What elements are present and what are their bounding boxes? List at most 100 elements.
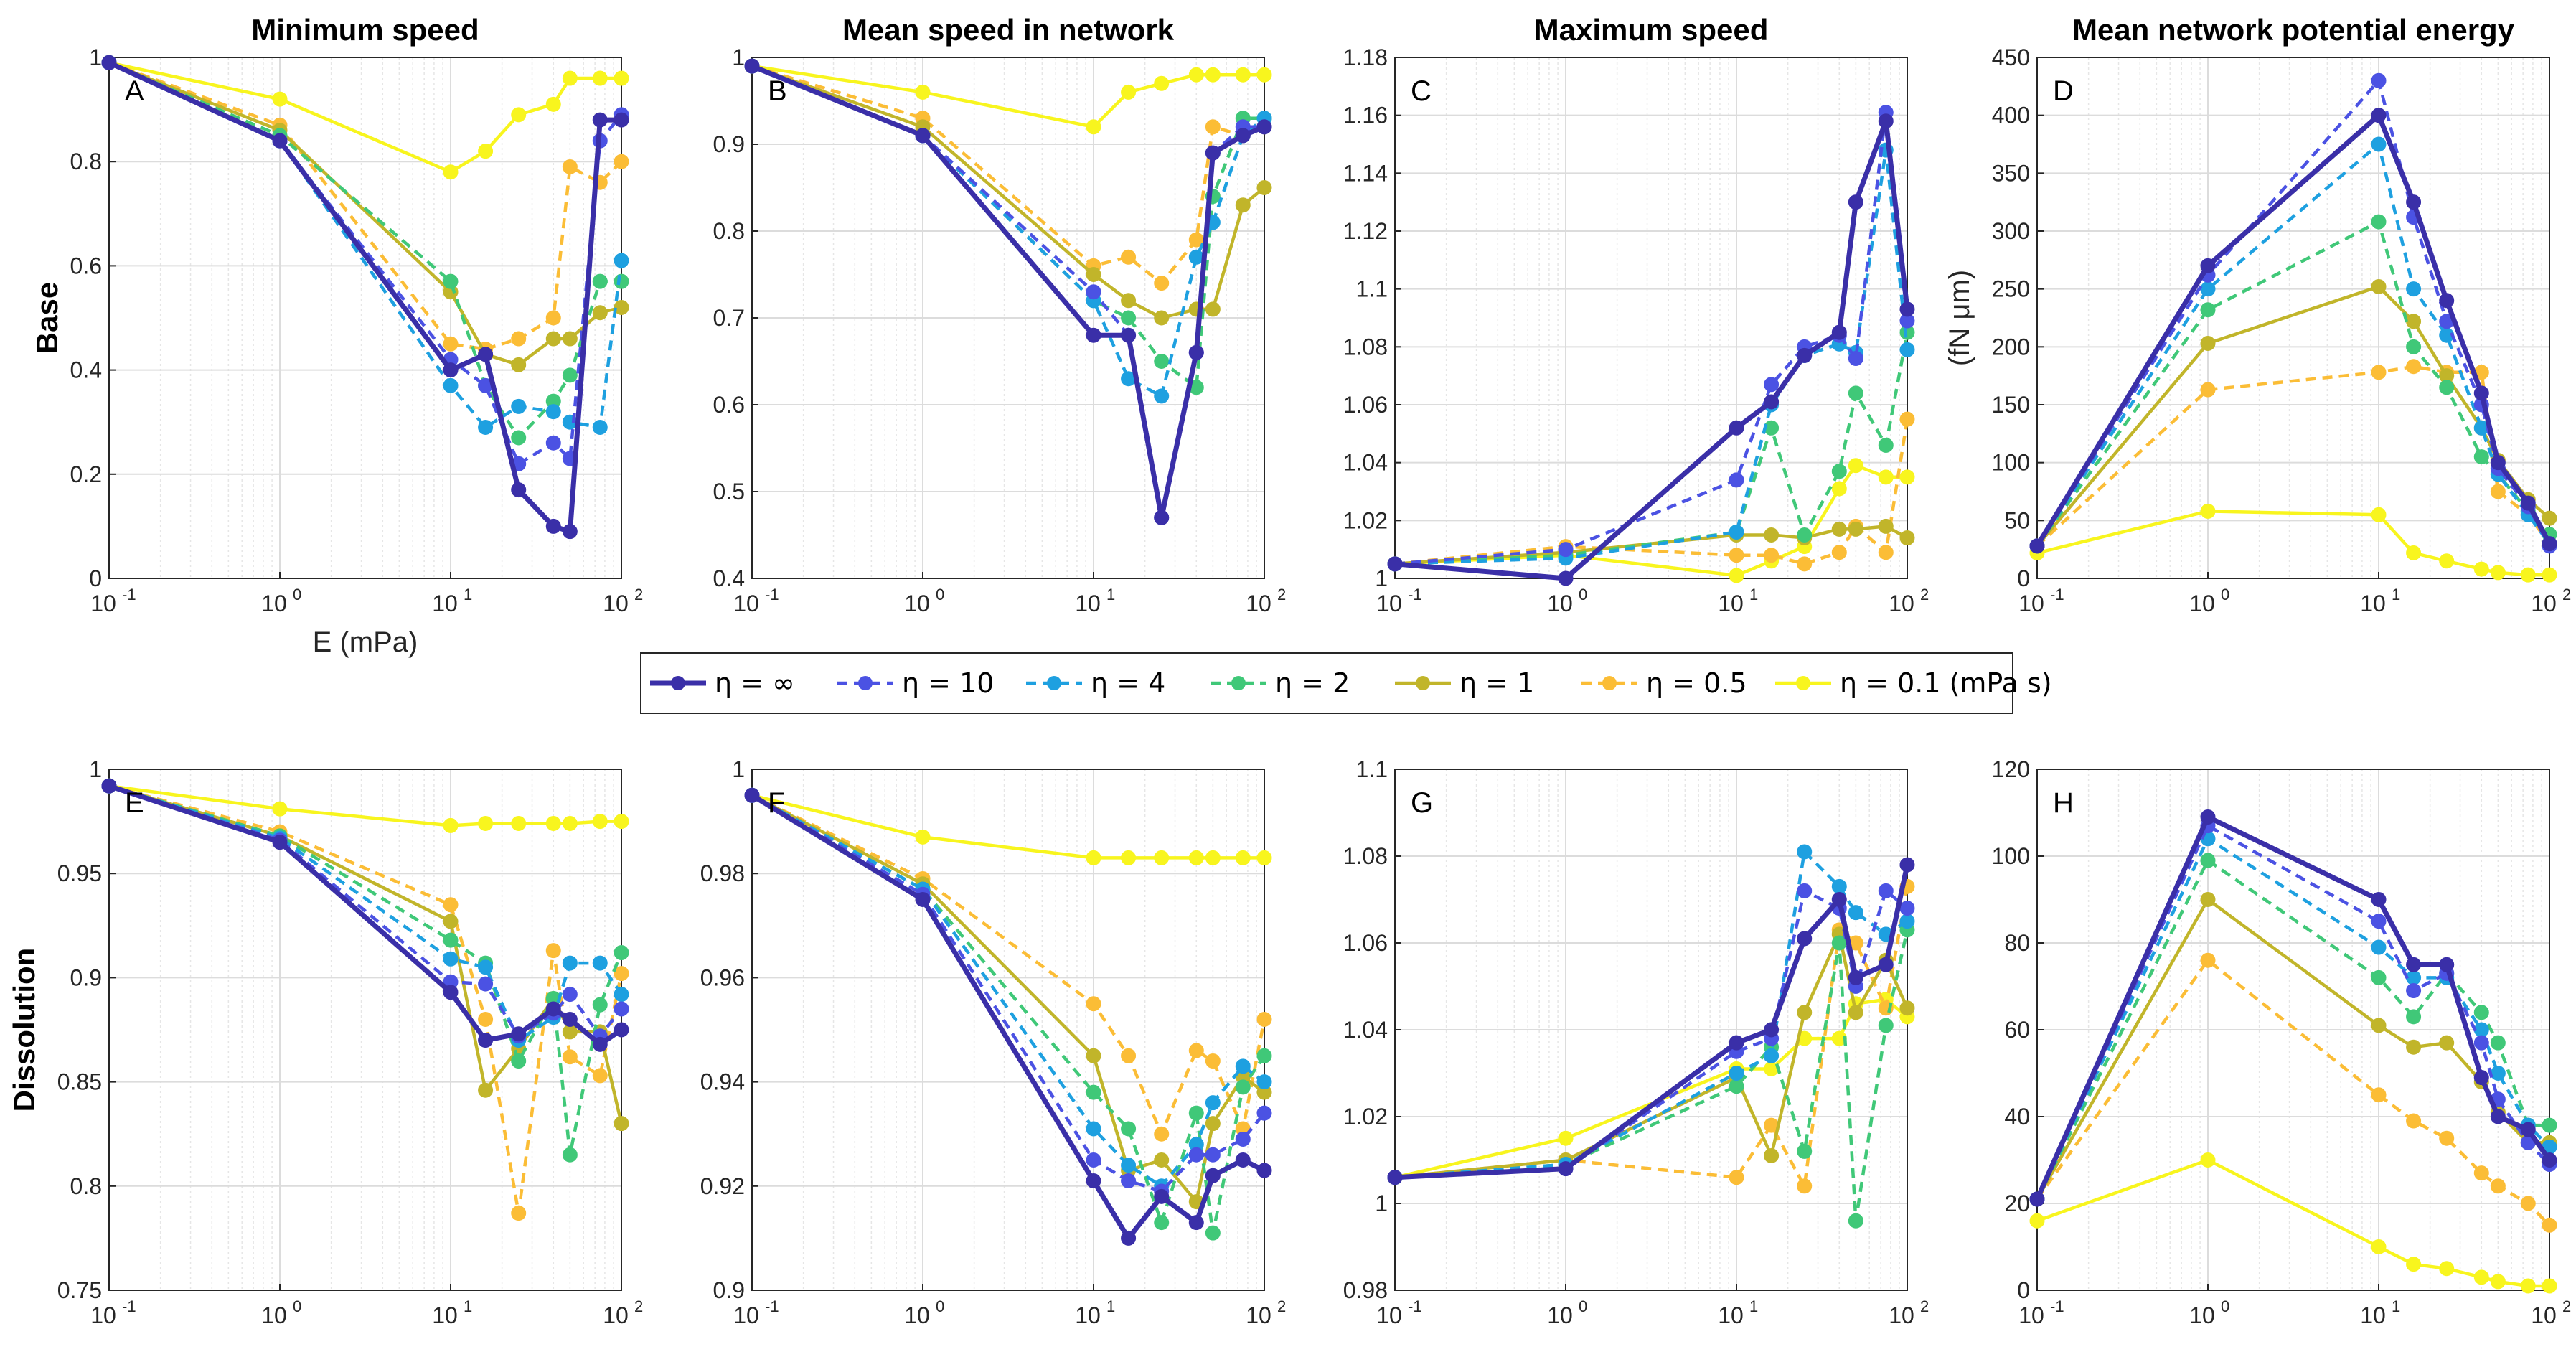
x-tick-label: 10 [1075,591,1101,616]
data-point [478,144,494,159]
data-point [2406,1009,2422,1025]
legend-entry: η = 0.1 (mPa s) [1840,667,2052,699]
data-point [2406,281,2422,297]
data-point [2406,545,2422,561]
data-point [1235,128,1251,144]
data-point [592,814,608,830]
data-point [1764,1048,1780,1063]
y-tick-label: 1.16 [1343,103,1388,128]
x-tick-exponent: 2 [1277,586,1286,604]
data-point [1848,1213,1863,1229]
data-point [1878,469,1894,485]
data-point [545,518,561,534]
data-point [1086,284,1101,300]
data-point [1121,850,1137,865]
data-point [2406,1257,2422,1272]
x-tick-exponent: 1 [464,586,472,604]
data-point [915,84,931,100]
y-tick-label: 0.9 [70,964,102,990]
data-point [1235,1079,1251,1095]
data-point [1899,901,1915,916]
data-point [2439,957,2455,972]
data-point [2371,214,2387,230]
data-point [1154,1126,1170,1142]
data-point [1235,850,1251,865]
y-tick-label: 0.6 [70,253,102,278]
data-point [562,955,578,971]
x-tick-exponent: 0 [293,1297,301,1315]
data-point [2542,567,2557,583]
panel-letter: C [1411,75,1432,107]
data-point [1831,545,1847,560]
y-tick-label: 350 [1992,160,2030,186]
x-tick-label: 10 [90,591,116,616]
data-point [1387,556,1403,572]
y-tick-label: 1.04 [1343,450,1388,476]
y-tick-label: 1.02 [1343,1104,1388,1130]
data-point [915,829,931,845]
x-tick-exponent: 1 [1106,586,1115,604]
data-point [592,1036,608,1052]
data-point [1188,1043,1204,1058]
y-tick-label: 0.7 [713,305,745,331]
data-point [562,367,578,383]
data-point [272,133,288,149]
data-point [545,331,561,347]
x-tick-exponent: -1 [122,1297,136,1315]
data-point [2371,969,2387,985]
y-tick-label: 1.1 [1356,756,1388,782]
y-tick-label: 150 [1992,392,2030,418]
y-tick-label: 100 [1992,450,2030,476]
x-tick-label: 10 [2531,1302,2557,1328]
x-tick-label: 10 [2189,591,2215,616]
x-tick-label: 10 [1547,1302,1573,1328]
data-point [1121,1048,1137,1063]
y-tick-label: 0.9 [713,131,745,157]
data-point [1764,1022,1780,1038]
y-tick-label: 1 [89,44,102,70]
data-point [1848,905,1863,921]
data-point [1729,524,1744,540]
legend: η = ∞ η = 10 η = 4 η = 2 η = 1 η = 0.5 η = 0.1… [640,652,2052,714]
data-point [2439,1130,2455,1146]
data-point [1899,301,1915,317]
data-point [511,1026,527,1042]
data-point [2029,538,2045,554]
data-point [2542,510,2557,526]
data-point [2371,939,2387,955]
x-tick-exponent: 2 [2562,586,2571,604]
y-tick-label: 0.92 [700,1173,745,1199]
data-point [2406,1113,2422,1129]
data-point [1205,1168,1221,1183]
data-point [511,816,527,832]
series-line [751,794,1266,1193]
data-point [545,943,561,959]
data-point [2473,1165,2489,1181]
data-point [2371,1018,2387,1033]
y-tick-label: 1 [89,756,102,782]
legend-marker [1416,676,1430,690]
data-point [1235,67,1251,83]
data-point [1086,1084,1101,1100]
x-tick-exponent: 1 [1749,586,1758,604]
data-point [1831,481,1847,497]
legend-entry: η = 4 [1091,667,1165,699]
x-tick-exponent: 1 [1749,1297,1758,1315]
data-point [545,310,561,326]
data-point [1729,472,1744,488]
x-tick-exponent: 0 [936,586,944,604]
y-tick-label: 0.85 [57,1069,102,1095]
data-point [592,273,608,289]
y-tick-label: 0 [89,565,102,591]
y-tick-label: 60 [2004,1017,2030,1043]
legend-marker [1796,676,1810,690]
y-tick-label: 1.06 [1343,930,1388,956]
data-point [1086,119,1101,135]
data-point [272,835,288,850]
data-point [915,892,931,907]
y-tick-label: 0 [2017,565,2030,591]
x-tick-label: 10 [2360,591,2386,616]
data-point [478,347,494,362]
data-point [1831,324,1847,340]
